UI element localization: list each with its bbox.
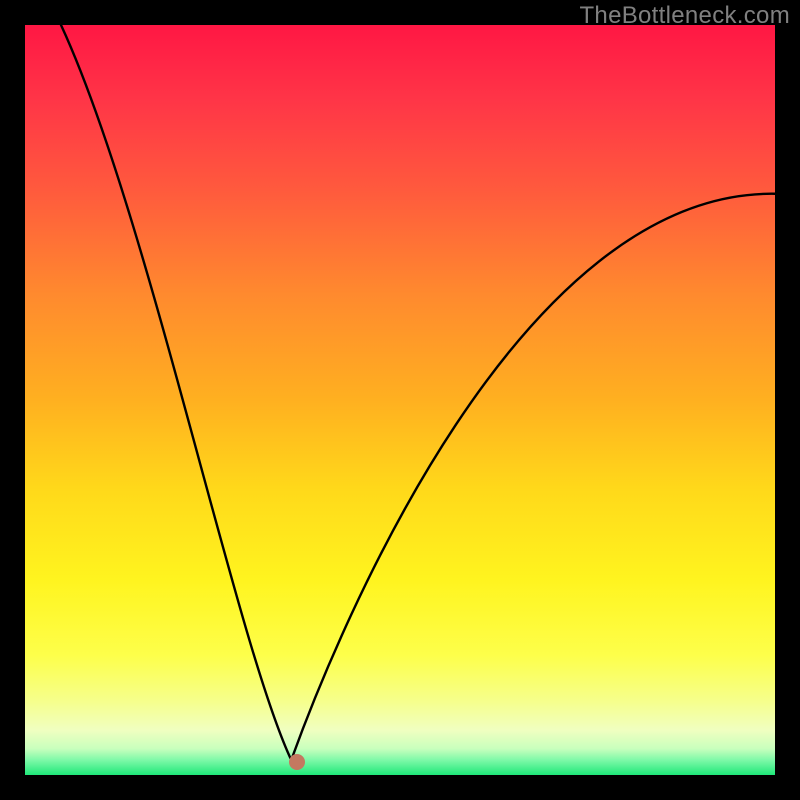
trough-marker bbox=[289, 754, 305, 770]
watermark-text: TheBottleneck.com bbox=[579, 2, 790, 30]
bottleneck-curve-path bbox=[61, 25, 775, 760]
plot-area bbox=[25, 25, 775, 775]
bottleneck-curve bbox=[25, 25, 775, 775]
